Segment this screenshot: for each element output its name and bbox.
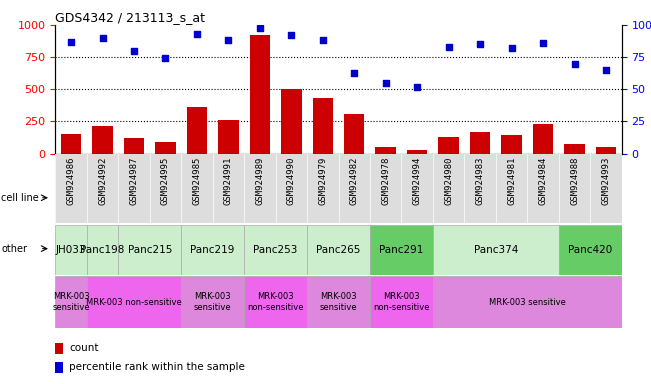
Point <box>601 67 611 73</box>
Bar <box>501 135 522 154</box>
Bar <box>433 276 622 328</box>
Bar <box>124 138 145 154</box>
Bar <box>312 98 333 154</box>
Point <box>412 84 422 90</box>
Text: count: count <box>69 343 98 353</box>
Text: GSM924992: GSM924992 <box>98 157 107 205</box>
Text: MRK-003
non-sensitive: MRK-003 non-sensitive <box>247 292 304 313</box>
Bar <box>559 225 622 275</box>
Text: GSM924981: GSM924981 <box>507 157 516 205</box>
Text: Panc215: Panc215 <box>128 245 172 255</box>
Bar <box>118 225 181 275</box>
Text: Panc291: Panc291 <box>380 245 424 255</box>
Text: GSM924995: GSM924995 <box>161 157 170 205</box>
Text: GSM924987: GSM924987 <box>130 157 139 205</box>
Bar <box>181 276 244 328</box>
Text: Panc198: Panc198 <box>80 245 125 255</box>
Bar <box>281 89 301 154</box>
Text: percentile rank within the sample: percentile rank within the sample <box>69 362 245 372</box>
Bar <box>55 276 87 328</box>
Text: Panc265: Panc265 <box>316 245 361 255</box>
Text: MRK-003
sensitive: MRK-003 sensitive <box>320 292 357 313</box>
Point <box>160 55 171 61</box>
Bar <box>370 276 433 328</box>
Point <box>191 31 202 37</box>
Bar <box>181 225 244 275</box>
Bar <box>92 126 113 154</box>
Bar <box>55 362 63 373</box>
Bar <box>55 343 63 354</box>
Bar <box>307 225 370 275</box>
Text: GSM924980: GSM924980 <box>444 157 453 205</box>
Bar <box>307 276 370 328</box>
Text: GSM924989: GSM924989 <box>255 157 264 205</box>
Bar <box>249 35 270 154</box>
Text: MRK-003 sensitive: MRK-003 sensitive <box>489 298 566 307</box>
Text: GSM924988: GSM924988 <box>570 157 579 205</box>
Bar <box>433 225 559 275</box>
Text: GSM924979: GSM924979 <box>318 157 327 205</box>
Text: MRK-003 non-sensitive: MRK-003 non-sensitive <box>86 298 182 307</box>
Point <box>475 41 485 47</box>
Text: Panc420: Panc420 <box>568 245 613 255</box>
Bar <box>344 114 365 154</box>
Text: MRK-003
sensitive: MRK-003 sensitive <box>52 292 90 313</box>
Point <box>318 37 328 43</box>
Text: GSM924983: GSM924983 <box>476 157 484 205</box>
Bar <box>533 124 553 154</box>
Text: GSM924984: GSM924984 <box>538 157 547 205</box>
Point <box>129 48 139 54</box>
Point <box>223 37 234 43</box>
Text: GSM924991: GSM924991 <box>224 157 233 205</box>
Point <box>538 40 548 46</box>
Text: GSM924978: GSM924978 <box>381 157 390 205</box>
Bar <box>244 276 307 328</box>
Point <box>506 45 517 51</box>
Bar <box>407 151 428 154</box>
Bar <box>55 225 87 275</box>
Point <box>286 32 296 38</box>
Text: GSM924982: GSM924982 <box>350 157 359 205</box>
Point <box>66 39 76 45</box>
Bar <box>470 132 490 154</box>
Bar <box>370 225 433 275</box>
Text: MRK-003
sensitive: MRK-003 sensitive <box>194 292 232 313</box>
Text: GSM924986: GSM924986 <box>66 157 76 205</box>
Point <box>443 44 454 50</box>
Bar <box>87 225 118 275</box>
Text: Panc374: Panc374 <box>474 245 518 255</box>
Point <box>349 70 359 76</box>
Text: GSM924993: GSM924993 <box>602 157 611 205</box>
Bar <box>187 107 207 154</box>
Text: JH033: JH033 <box>56 245 87 255</box>
Bar <box>87 276 181 328</box>
Text: GSM924994: GSM924994 <box>413 157 422 205</box>
Bar <box>438 137 459 154</box>
Point <box>97 35 107 41</box>
Text: cell line: cell line <box>1 193 39 203</box>
Text: Panc253: Panc253 <box>253 245 298 255</box>
Bar <box>218 119 239 154</box>
Text: MRK-003
non-sensitive: MRK-003 non-sensitive <box>373 292 430 313</box>
Bar <box>564 144 585 154</box>
Text: GSM924985: GSM924985 <box>193 157 201 205</box>
Text: GDS4342 / 213113_s_at: GDS4342 / 213113_s_at <box>55 11 205 24</box>
Bar <box>376 147 396 154</box>
Bar <box>244 225 307 275</box>
Text: Panc219: Panc219 <box>191 245 235 255</box>
Point <box>380 80 391 86</box>
Bar <box>61 134 81 154</box>
Bar <box>596 147 616 154</box>
Point <box>255 25 265 31</box>
Bar <box>55 154 622 223</box>
Point <box>569 61 579 67</box>
Bar <box>155 142 176 154</box>
Text: GSM924990: GSM924990 <box>287 157 296 205</box>
Text: other: other <box>1 243 27 254</box>
